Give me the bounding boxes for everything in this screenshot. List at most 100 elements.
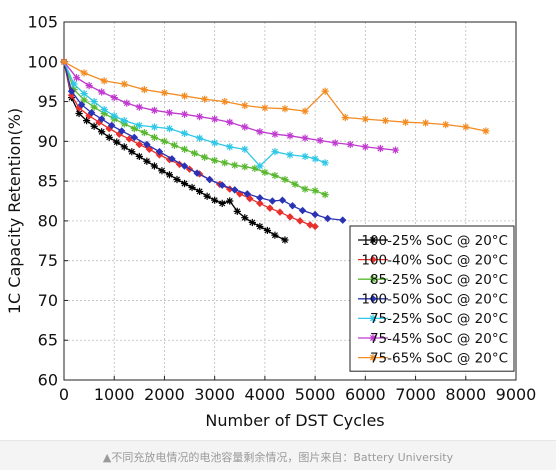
data-point	[150, 106, 158, 114]
data-point	[143, 157, 151, 165]
y-tick-label: 95	[38, 92, 58, 111]
data-point	[316, 136, 324, 145]
data-point	[231, 161, 239, 169]
data-point	[381, 117, 390, 125]
data-point	[180, 129, 189, 137]
data-point	[271, 171, 279, 180]
data-point	[263, 226, 271, 235]
data-point	[188, 183, 196, 192]
legend-label: 75-65% SoC @ 20°C	[370, 350, 508, 366]
legend-label: 85-25% SoC @ 20°C	[370, 272, 508, 288]
data-point	[196, 113, 204, 121]
data-point	[201, 95, 209, 103]
legend-label: 100-25% SoC @ 20°C	[361, 233, 508, 249]
data-point	[276, 208, 284, 216]
data-point	[241, 145, 249, 153]
data-point	[361, 115, 369, 123]
series-1	[60, 58, 289, 244]
data-point	[218, 181, 226, 189]
data-point	[160, 89, 169, 97]
y-tick-label: 65	[38, 331, 58, 350]
data-point	[341, 113, 349, 122]
data-point	[145, 145, 154, 154]
data-point	[140, 128, 148, 137]
data-point	[150, 162, 158, 170]
data-point	[135, 121, 143, 130]
data-point	[140, 86, 148, 94]
y-tick-label: 105	[27, 13, 58, 32]
x-tick-label: 5000	[295, 385, 336, 404]
data-point	[256, 199, 264, 208]
x-tick-label: 7000	[395, 385, 436, 404]
y-tick-label: 70	[38, 291, 58, 310]
x-tick-label: 4000	[245, 385, 286, 404]
data-point	[85, 82, 93, 90]
data-point	[301, 185, 309, 193]
data-point	[173, 175, 181, 184]
data-point	[271, 130, 279, 138]
data-point	[98, 128, 106, 136]
data-point	[118, 127, 126, 135]
data-point	[165, 171, 174, 179]
legend-swatch-marker	[369, 255, 377, 264]
legend-label: 75-25% SoC @ 20°C	[370, 311, 508, 327]
data-point	[298, 206, 307, 215]
data-point	[98, 88, 106, 96]
data-point	[286, 213, 294, 221]
data-point	[110, 112, 118, 120]
x-tick-label: 1000	[94, 385, 135, 404]
y-tick-label: 100	[27, 52, 58, 71]
legend-swatch-marker	[369, 314, 377, 322]
data-point	[97, 115, 106, 123]
data-point	[135, 140, 144, 149]
data-point	[180, 162, 189, 170]
data-point	[90, 122, 98, 130]
data-point	[243, 190, 252, 198]
y-axis-title: 1C Capacity Retention(%)	[5, 108, 24, 314]
data-point	[128, 148, 136, 156]
data-point	[251, 164, 259, 172]
data-point	[288, 202, 297, 210]
plot-frame	[63, 21, 517, 381]
data-point	[70, 86, 78, 94]
data-point	[130, 133, 139, 142]
data-point	[205, 175, 214, 184]
data-point	[77, 101, 86, 109]
data-point	[211, 139, 219, 147]
data-point	[231, 186, 239, 194]
data-point	[281, 236, 289, 244]
data-point	[107, 121, 116, 130]
legend-swatch-marker	[369, 236, 377, 244]
data-point	[323, 214, 332, 223]
legend-label: 75-45% SoC @ 20°C	[370, 331, 508, 347]
data-point	[256, 222, 264, 231]
data-point	[150, 133, 158, 141]
x-tick-label: 8000	[445, 385, 486, 404]
data-point	[180, 110, 189, 118]
data-point	[226, 197, 234, 205]
data-point	[346, 140, 354, 149]
legend: 100-25% SoC @ 20°C 100-40% SoC @ 20°C 85-2…	[349, 225, 515, 372]
legend-label: 100-40% SoC @ 20°C	[361, 252, 508, 268]
data-point	[256, 162, 264, 170]
data-point	[286, 151, 294, 159]
data-point	[462, 123, 470, 131]
data-point	[226, 143, 234, 151]
data-point	[301, 152, 309, 161]
data-point	[130, 125, 138, 133]
data-point	[203, 192, 211, 200]
data-point	[150, 123, 158, 131]
data-point	[110, 93, 118, 102]
data-point	[135, 152, 143, 161]
data-point	[67, 87, 76, 95]
data-point	[311, 210, 319, 219]
data-point	[211, 115, 219, 123]
x-tick-label: 6000	[345, 385, 386, 404]
data-point	[100, 77, 108, 85]
legend-swatch-marker	[369, 334, 377, 342]
data-point	[221, 97, 229, 106]
data-point	[241, 101, 249, 110]
data-point	[401, 118, 410, 126]
chart-svg: 0 1000 2000 3000 4000 5000 6000 7000 8000 9000 60 6…	[5, 13, 536, 431]
data-point	[339, 216, 347, 224]
